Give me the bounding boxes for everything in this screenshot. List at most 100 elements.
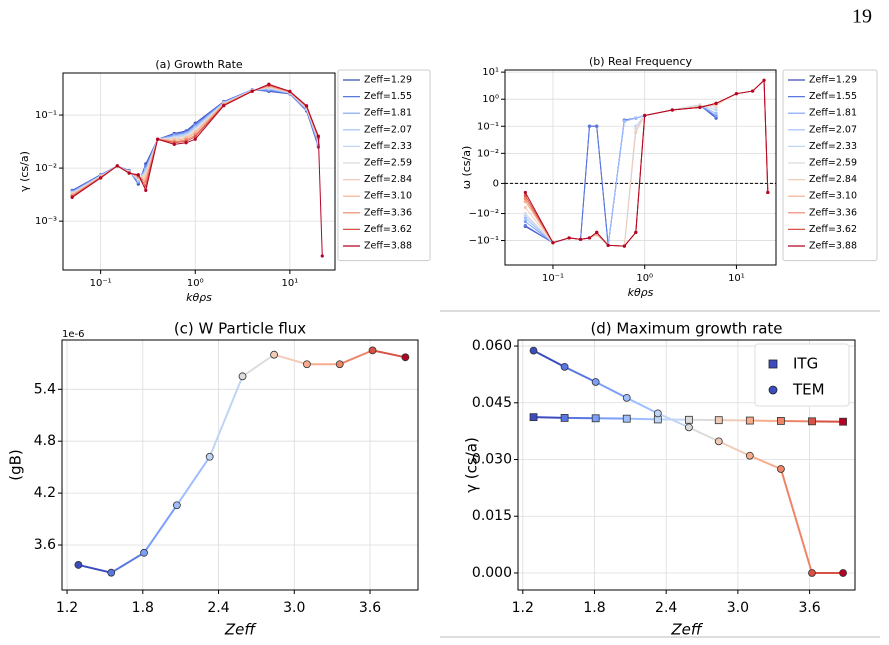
marker	[587, 236, 592, 240]
marker	[768, 359, 778, 369]
marker	[205, 452, 214, 461]
x-tick-label: 1.2	[512, 600, 534, 616]
marker	[238, 372, 247, 381]
marker	[107, 568, 116, 577]
x-tick-label: 3.6	[798, 600, 820, 616]
legend-label: Zeff=3.10	[364, 191, 412, 202]
y-tick-label: 3.6	[34, 537, 56, 553]
legend-label: Zeff=3.36	[809, 207, 857, 218]
marker	[768, 385, 778, 395]
legend-label: Zeff=2.33	[809, 141, 857, 152]
legend-label: Zeff=2.59	[364, 158, 412, 169]
marker	[698, 105, 702, 109]
x-tick-label: 1.8	[132, 600, 154, 616]
y-axis-label: ω (cs/a)	[460, 146, 473, 190]
y-tick-label: 5.4	[34, 381, 56, 397]
y-tick-label: 0.045	[472, 395, 512, 411]
y-tick-label: 0	[493, 178, 499, 189]
marker	[156, 137, 160, 141]
marker	[808, 569, 816, 577]
marker	[653, 409, 662, 418]
line-segment	[779, 468, 813, 574]
line-segment	[688, 426, 720, 443]
legend-label: Zeff=2.07	[364, 124, 412, 135]
marker	[684, 415, 693, 424]
legend-label: Zeff=1.29	[364, 75, 412, 86]
legend-label: Zeff=1.81	[809, 108, 857, 119]
legend-label: Zeff=3.62	[809, 224, 857, 235]
marker	[523, 216, 527, 220]
y-tick-label: 0.060	[472, 338, 512, 354]
marker	[622, 119, 626, 124]
x-tick-label: 2.4	[207, 600, 229, 616]
marker	[578, 237, 583, 241]
marker	[634, 230, 638, 235]
marker	[270, 350, 278, 359]
legend-label: Zeff=2.33	[364, 141, 412, 152]
x-tick-label: 3.6	[359, 600, 381, 616]
marker	[670, 108, 674, 112]
marker	[401, 353, 410, 362]
marker	[560, 362, 569, 371]
marker	[529, 413, 538, 422]
marker	[745, 416, 754, 425]
chart-title: (a) Growth Rate	[155, 58, 243, 71]
x-tick-label: 10¹	[728, 273, 745, 284]
x-tick-label: 10⁻¹	[90, 278, 112, 289]
legend-label: ITG	[793, 355, 818, 373]
marker	[714, 111, 718, 115]
line-segment	[533, 416, 565, 419]
x-tick-label: 10⁰	[636, 273, 653, 284]
legend-label: Zeff=2.59	[809, 158, 857, 169]
marker	[560, 414, 569, 422]
marker	[523, 211, 527, 216]
x-tick-label: 2.4	[655, 600, 677, 616]
legend-label: Zeff=1.29	[809, 75, 857, 86]
marker	[777, 465, 785, 473]
x-tick-label: 10⁻¹	[542, 273, 564, 284]
line-segment	[718, 440, 751, 457]
marker	[567, 236, 571, 240]
page-number: 19	[852, 6, 872, 28]
chart-title: (c) W Particle flux	[174, 320, 306, 338]
x-axis-label: Zeff	[224, 621, 258, 639]
legend-label: Zeff=2.84	[809, 174, 857, 185]
y-tick-label: 10⁻¹	[35, 110, 57, 121]
marker	[839, 417, 847, 426]
marker	[634, 130, 638, 134]
x-tick-label: 3.0	[727, 600, 749, 616]
marker	[551, 241, 555, 245]
legend-box	[337, 69, 431, 262]
series-line	[524, 79, 769, 247]
marker	[529, 346, 538, 355]
series-line	[524, 79, 769, 247]
marker	[591, 378, 600, 386]
line-segment	[749, 454, 782, 470]
chart-title: (b) Real Frequency	[589, 55, 693, 68]
marker	[622, 414, 631, 423]
y-tick-label: 10⁻²	[35, 163, 57, 174]
marker	[303, 360, 311, 369]
legend-label: Zeff=2.07	[809, 124, 857, 135]
series-line	[524, 79, 769, 247]
marker	[643, 113, 647, 118]
marker	[144, 188, 148, 192]
marker	[777, 417, 785, 425]
marker	[591, 414, 600, 423]
x-axis-label: kθρs	[186, 291, 212, 304]
y-tick-label: 0.030	[472, 452, 512, 468]
y-tick-label: 10⁻¹	[477, 121, 499, 132]
y-tick-label: 10⁻²	[477, 148, 499, 159]
line-segment	[143, 504, 178, 554]
y-tick-label: 10⁻³	[35, 216, 57, 227]
x-tick-label: 3.0	[283, 600, 305, 616]
marker	[523, 223, 527, 228]
marker	[115, 164, 119, 168]
marker	[316, 134, 320, 138]
y-tick-label: 4.8	[34, 433, 56, 449]
plot-frame	[61, 339, 419, 591]
marker	[320, 254, 324, 258]
y-tick-label: 4.2	[34, 485, 56, 501]
marker	[714, 101, 718, 106]
